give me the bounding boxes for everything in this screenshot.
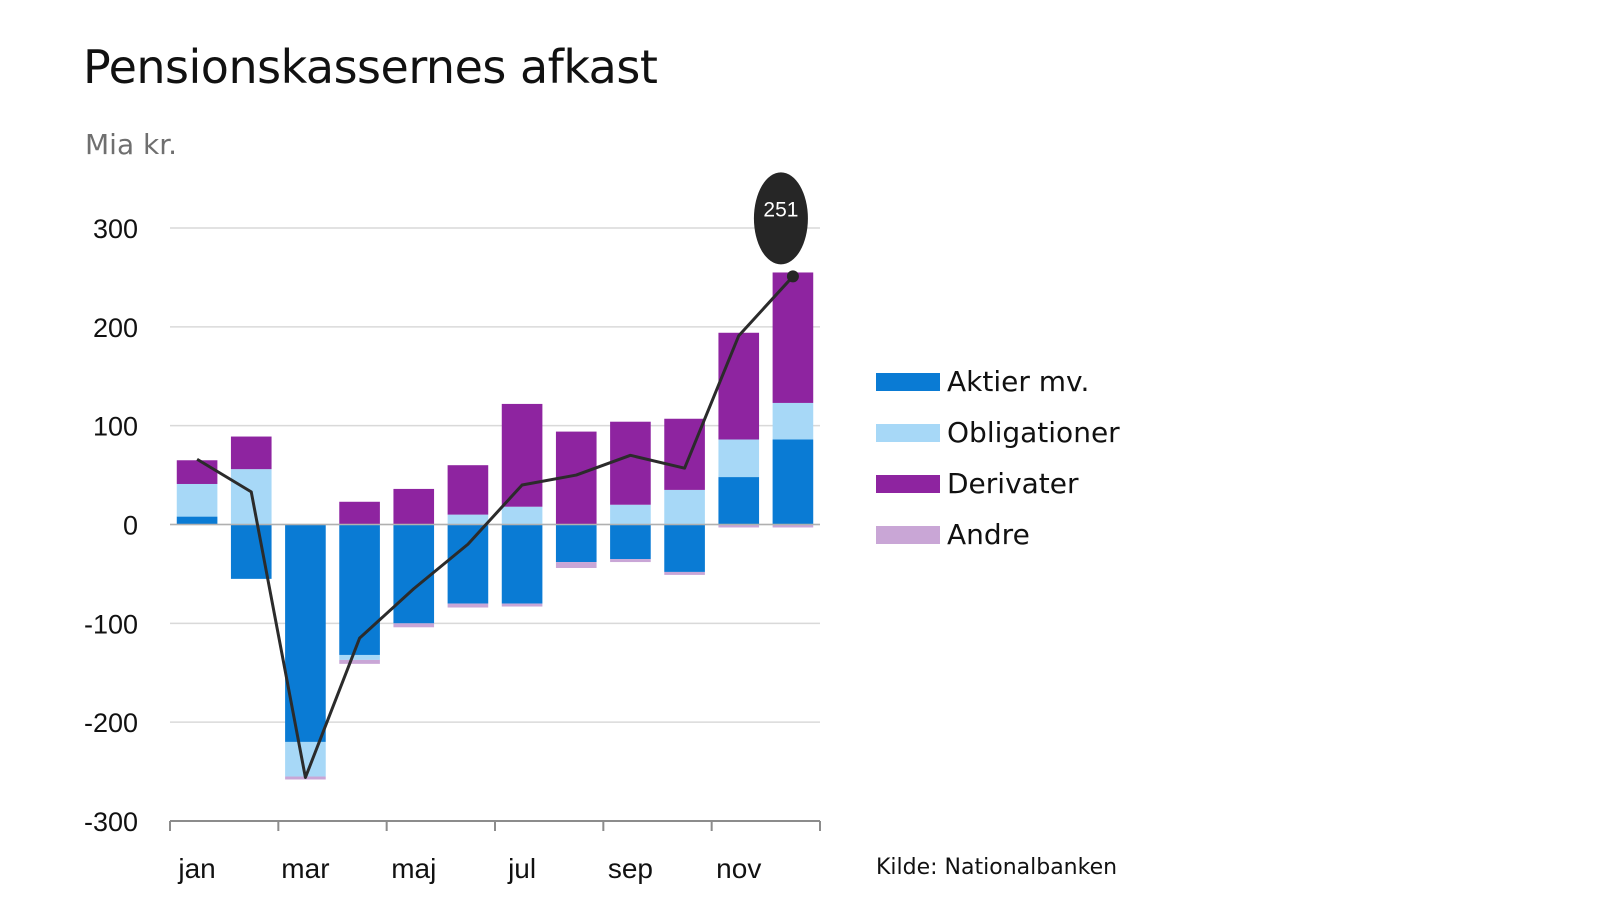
x-tick-label-maj: maj xyxy=(391,853,436,884)
bar-aug-0 xyxy=(555,524,597,563)
bar-jun-0 xyxy=(447,524,489,604)
bar-jul-2 xyxy=(501,403,543,507)
bar-nov-3 xyxy=(718,524,760,528)
legend-swatch-andre xyxy=(876,525,940,544)
bar-jan-0 xyxy=(176,516,218,525)
x-tick-label-jan: jan xyxy=(177,853,215,884)
x-tick-label-sep: sep xyxy=(608,853,653,884)
bar-jan-1 xyxy=(176,483,218,517)
chart-title: Pensionskassernes afkast xyxy=(83,40,658,94)
chart-unit: Mia kr. xyxy=(85,128,178,161)
bar-nov-2 xyxy=(718,332,760,440)
bar-jul-1 xyxy=(501,506,543,525)
bar-sep-3 xyxy=(610,559,651,563)
legend-label-andre: Andre xyxy=(947,518,1030,551)
legend-swatch-aktier xyxy=(876,372,940,391)
bar-jun-2 xyxy=(447,465,489,515)
legend-item-obligationer: Obligationer xyxy=(876,407,1120,458)
bar-dec-3 xyxy=(772,524,814,528)
bar-okt-1 xyxy=(664,489,705,525)
bar-aug-3 xyxy=(555,562,597,568)
legend-swatch-derivater xyxy=(876,474,940,493)
legend: Aktier mv. Obligationer Derivater Andre xyxy=(876,356,1120,560)
bar-dec-1 xyxy=(772,402,814,440)
x-tick-label-mar: mar xyxy=(281,853,329,884)
bar-okt-2 xyxy=(664,418,705,490)
bar-okt-0 xyxy=(664,524,705,572)
bar-nov-1 xyxy=(718,439,760,478)
bar-okt-3 xyxy=(664,571,705,575)
bar-jun-3 xyxy=(447,603,489,608)
y-tick-label: 200 xyxy=(93,313,138,343)
legend-item-andre: Andre xyxy=(876,509,1120,560)
legend-item-derivater: Derivater xyxy=(876,458,1120,509)
bar-maj-3 xyxy=(393,623,435,628)
bar-feb-2 xyxy=(230,436,272,470)
source-note: Kilde: Nationalbanken xyxy=(876,855,1118,880)
y-tick-label: 300 xyxy=(93,214,138,244)
bar-jan-2 xyxy=(176,460,218,484)
bar-apr-0 xyxy=(339,524,380,655)
legend-label-aktier: Aktier mv. xyxy=(947,365,1090,398)
bar-apr-3 xyxy=(339,659,380,664)
callout-bubble xyxy=(753,172,808,265)
bar-maj-2 xyxy=(393,488,435,525)
y-tick-label: -100 xyxy=(84,609,138,639)
legend-item-aktier: Aktier mv. xyxy=(876,356,1120,407)
bar-apr-1 xyxy=(339,654,380,660)
bar-apr-2 xyxy=(339,501,380,525)
legend-label-obligationer: Obligationer xyxy=(947,416,1120,449)
y-tick-label: 0 xyxy=(123,511,138,541)
y-tick-label: 100 xyxy=(93,412,138,442)
bar-sep-0 xyxy=(610,524,651,560)
bar-maj-0 xyxy=(393,524,435,624)
bar-dec-0 xyxy=(772,439,814,525)
line-end-marker xyxy=(786,270,799,283)
bar-jul-0 xyxy=(501,524,543,604)
bar-jun-1 xyxy=(447,514,489,525)
y-tick-label: -300 xyxy=(84,807,138,837)
total-line xyxy=(196,275,795,780)
legend-label-derivater: Derivater xyxy=(947,467,1079,500)
bar-dec-2 xyxy=(772,272,814,403)
callout-label: 251 xyxy=(763,198,798,221)
legend-swatch-obligationer xyxy=(876,423,940,442)
x-tick-label-jul: jul xyxy=(507,853,536,884)
x-tick-label-nov: nov xyxy=(716,853,761,884)
bar-sep-2 xyxy=(610,421,651,505)
bar-jul-3 xyxy=(501,603,543,607)
bar-sep-1 xyxy=(610,504,651,525)
bar-nov-0 xyxy=(718,477,760,525)
y-tick-label: -200 xyxy=(84,708,138,738)
